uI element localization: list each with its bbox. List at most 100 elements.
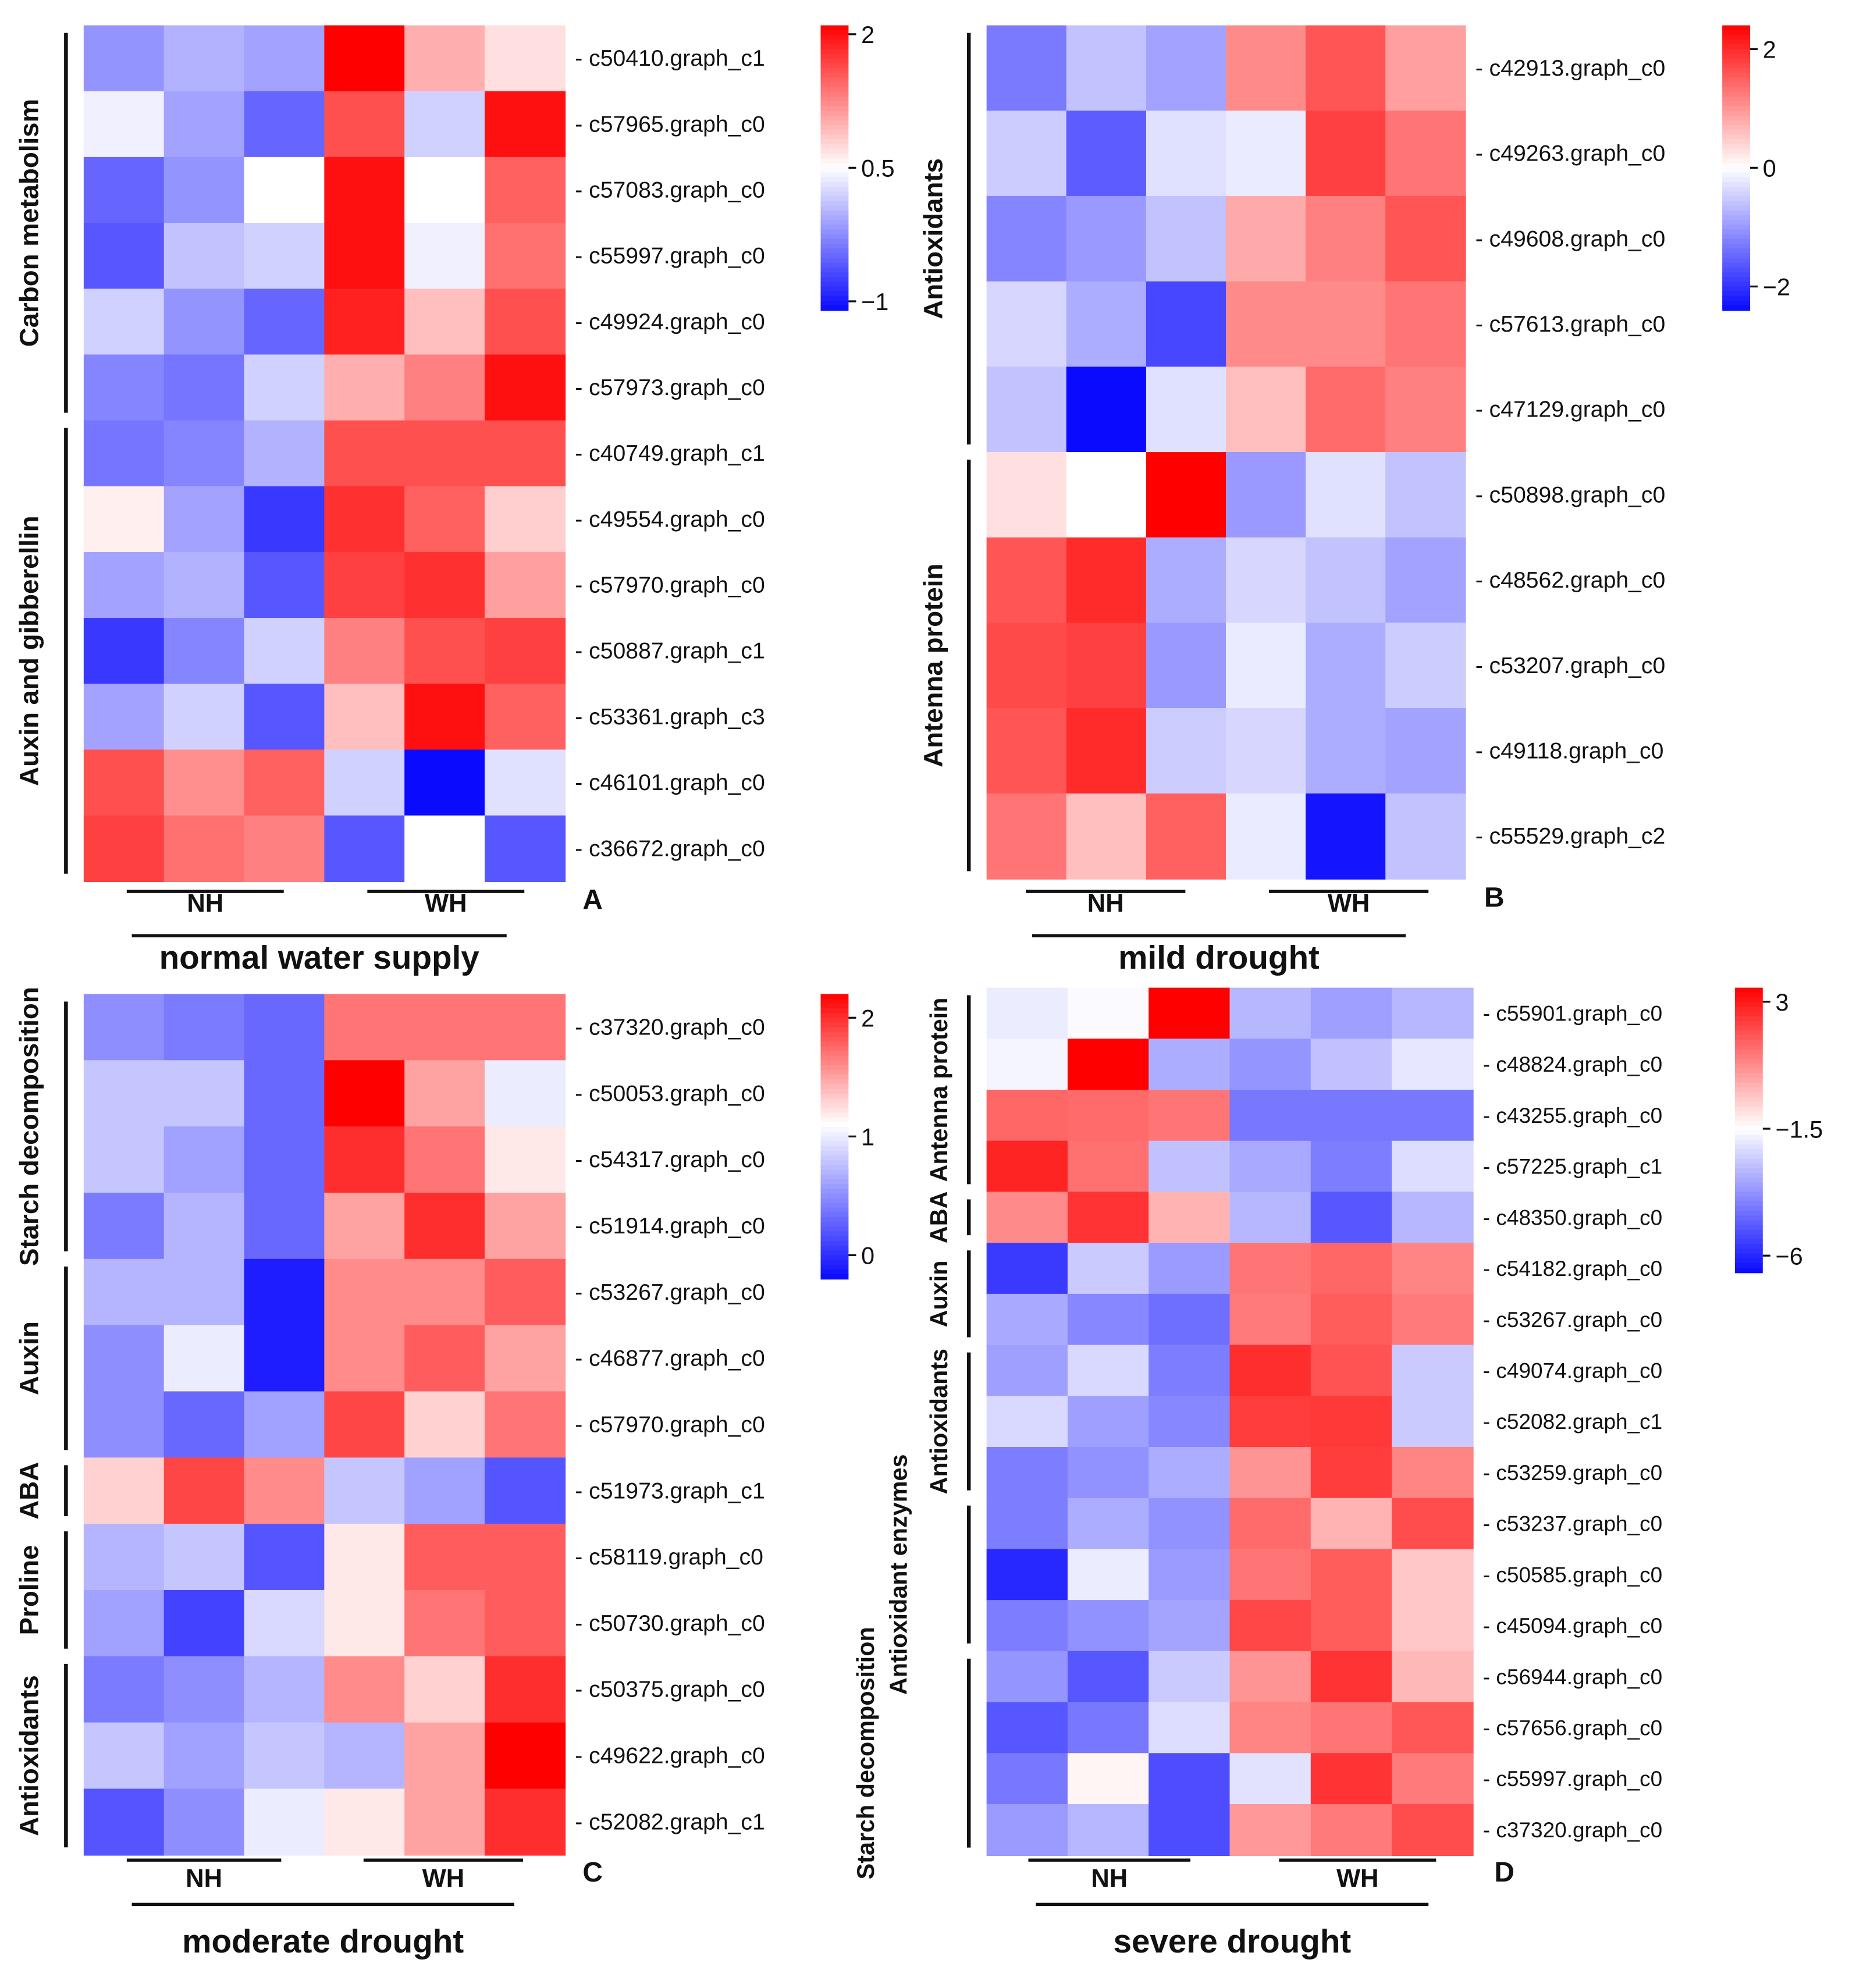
- colorbar-segment: [820, 1122, 849, 1128]
- heatmap-cell: [986, 1396, 1069, 1448]
- colorbar-segment: [1734, 1239, 1763, 1245]
- heatmap-cell: [1310, 987, 1393, 1040]
- heatmap-cell: [485, 1060, 566, 1128]
- heatmap-cell: [163, 1192, 245, 1260]
- colorbar-segment: [1722, 58, 1751, 64]
- colorbar-segment: [820, 158, 849, 164]
- category-label: ABA: [926, 1192, 952, 1244]
- heatmap-cell: [1310, 1039, 1393, 1091]
- heatmap-cell: [244, 1722, 325, 1790]
- heatmap-cell: [1310, 1345, 1393, 1397]
- colorbar-segment: [1734, 1106, 1763, 1112]
- colorbar-segment: [820, 239, 849, 245]
- heatmap-cell: [1146, 793, 1227, 880]
- row-label: - c49622.graph_c0: [575, 1744, 765, 1769]
- heatmap-cell: [1148, 1293, 1231, 1346]
- heatmap-cell: [244, 1258, 325, 1326]
- heatmap-cell: [986, 1447, 1069, 1499]
- row-label: - c46101.graph_c0: [575, 770, 765, 795]
- heatmap-cell: [324, 684, 406, 751]
- colorbar-segment: [820, 44, 849, 50]
- heatmap-cell: [1306, 195, 1386, 282]
- heatmap-cell: [83, 1391, 165, 1459]
- heatmap-cell: [1148, 1702, 1231, 1754]
- colorbar-segment: [1734, 1115, 1763, 1122]
- category-label: Auxin: [926, 1260, 952, 1327]
- colorbar-segment: [1722, 120, 1751, 126]
- heatmap-cell: [404, 1325, 486, 1392]
- heatmap-cell: [1067, 1651, 1150, 1703]
- heatmap-cell: [83, 994, 165, 1061]
- heatmap-cell: [1148, 1090, 1231, 1142]
- heatmap-cell: [83, 354, 165, 421]
- heatmap-cell: [1148, 1549, 1231, 1601]
- heatmap-cell: [1066, 195, 1147, 282]
- colorbar-segment: [1722, 158, 1751, 164]
- colorbar-segment: [1734, 1182, 1763, 1188]
- heatmap-cell: [83, 815, 165, 883]
- heatmap-cell: [163, 1788, 245, 1856]
- panel-c-group-nh: NH: [186, 1865, 222, 1893]
- heatmap-cell: [986, 451, 1068, 538]
- heatmap-cell: [1306, 537, 1386, 624]
- heatmap-cell: [1229, 1498, 1312, 1550]
- colorbar-segment: [820, 1036, 849, 1043]
- heatmap-cell: [1229, 1753, 1312, 1805]
- colorbar-segment: [1734, 1215, 1763, 1221]
- colorbar-segment: [1722, 267, 1751, 273]
- colorbar-segment: [1722, 187, 1751, 193]
- colorbar-segment: [1722, 220, 1751, 226]
- colorbar-segment: [1722, 196, 1751, 202]
- colorbar-segment: [820, 1189, 849, 1194]
- heatmap-cell: [1229, 1396, 1312, 1448]
- colorbar-segment: [1722, 54, 1751, 59]
- panel-d-letter: D: [1494, 1857, 1514, 1888]
- heatmap-cell: [1067, 1345, 1150, 1397]
- colorbar-tick-label: 1: [861, 1124, 874, 1151]
- colorbar-segment: [1722, 44, 1751, 50]
- heatmap-cell: [324, 1258, 406, 1326]
- category-label: Starch decomposition: [852, 1627, 879, 1879]
- colorbar-segment: [820, 73, 849, 79]
- row-label: - c40749.graph_c1: [575, 441, 765, 466]
- colorbar-segment: [820, 144, 849, 150]
- colorbar-segment: [1734, 1025, 1763, 1032]
- panel-a-condition-title: normal water supply: [159, 939, 480, 976]
- heatmap-cell: [1392, 1804, 1474, 1856]
- heatmap-cell: [986, 1702, 1069, 1754]
- colorbar-segment: [820, 1127, 849, 1133]
- heatmap-cell: [1392, 1753, 1474, 1805]
- colorbar-segment: [1722, 296, 1751, 301]
- heatmap-cell: [1067, 1192, 1150, 1244]
- heatmap-cell: [1148, 1396, 1231, 1448]
- colorbar-segment: [1734, 992, 1763, 998]
- heatmap-cell: [1229, 1243, 1312, 1295]
- panel-b: - c42913.graph_c0 - c49263.graph_c0 - c496…: [918, 25, 1790, 976]
- heatmap-cell: [83, 1325, 165, 1392]
- heatmap-cell: [83, 618, 165, 685]
- colorbar-segment: [1734, 1192, 1763, 1197]
- heatmap-cell: [404, 486, 486, 553]
- heatmap-cell: [163, 223, 245, 290]
- panel-b-group-nh: NH: [1087, 890, 1124, 917]
- colorbar-tick-label: 2: [861, 22, 874, 48]
- heatmap-cell: [163, 1126, 245, 1194]
- heatmap-cell: [1310, 1549, 1393, 1601]
- row-label: - c53237.graph_c0: [1483, 1512, 1662, 1536]
- colorbar-segment: [1722, 215, 1751, 221]
- row-label: - c50898.graph_c0: [1475, 482, 1666, 507]
- colorbar-segment: [820, 1098, 849, 1104]
- heatmap-cell: [1392, 1345, 1474, 1397]
- colorbar-segment: [1734, 1087, 1763, 1093]
- heatmap-cell: [1066, 281, 1147, 368]
- panel-c-category-labels: Starch decomposition Auxin ABA Proline Antio…: [14, 987, 68, 1848]
- heatmap-cell: [404, 25, 486, 93]
- colorbar-segment: [820, 87, 849, 93]
- heatmap-cell: [404, 684, 486, 751]
- colorbar-segment: [820, 229, 849, 235]
- heatmap-cell: [244, 289, 325, 355]
- colorbar-segment: [820, 1160, 849, 1166]
- heatmap-cell: [324, 815, 406, 883]
- heatmap-cell: [1310, 1447, 1393, 1499]
